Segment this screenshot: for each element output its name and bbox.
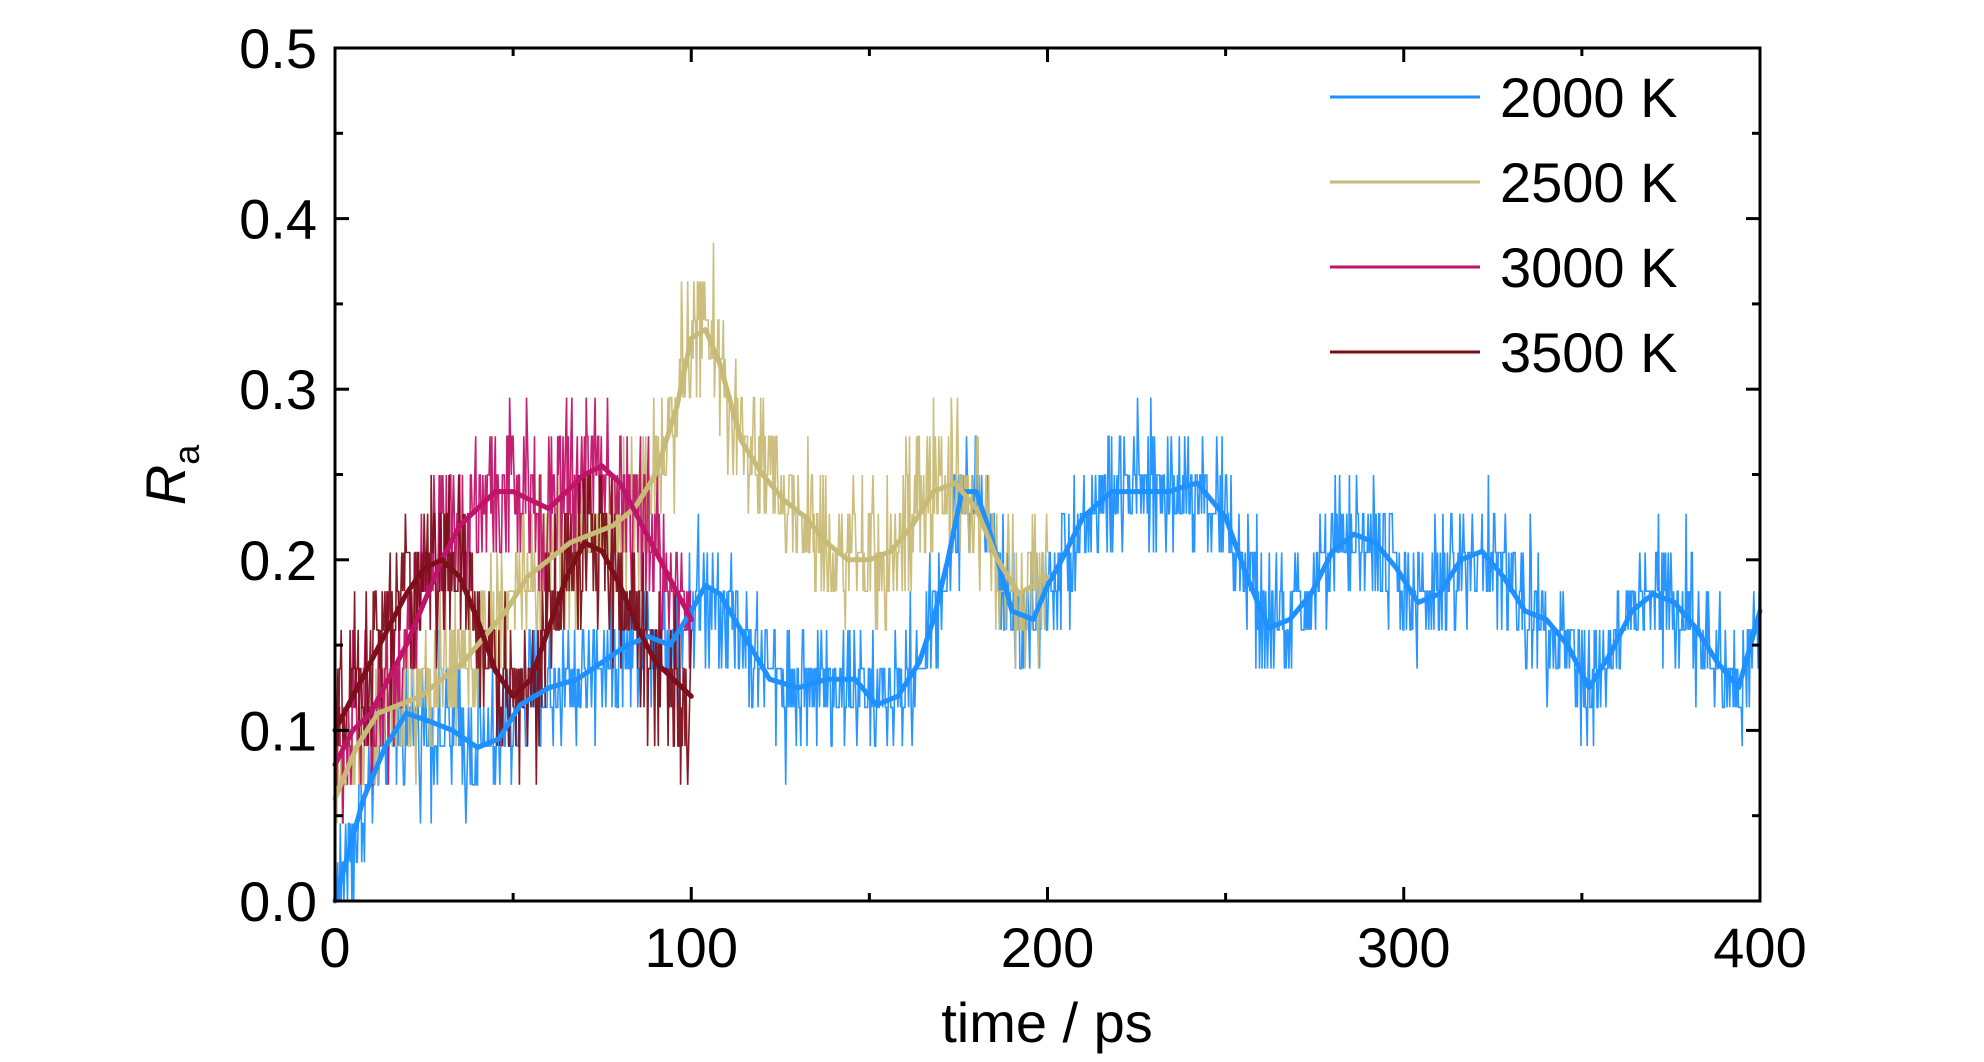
y-tick-label: 0.5 [239, 17, 317, 80]
legend-label-series-0: 2000 K [1500, 66, 1678, 129]
y-tick-label: 0.3 [239, 358, 317, 421]
x-tick-label: 0 [319, 916, 350, 979]
smooth-line-series-1 [332, 327, 1050, 802]
y-axis-title-subscript: a [166, 444, 207, 465]
legend: 2000 K 2500 K 3000 K 3500 K [1330, 66, 1678, 384]
x-tick-label: 100 [645, 916, 738, 979]
legend-label-series-3: 3500 K [1500, 321, 1678, 384]
y-tick-label: 0.0 [239, 870, 317, 933]
y-axis-title: Ra [134, 444, 207, 505]
x-axis-title: time / ps [941, 991, 1153, 1054]
smoothed-curve-layer [332, 327, 1763, 904]
smooth-line-series-2 [332, 463, 694, 767]
y-axis-title-main: R [134, 465, 197, 505]
smooth-line-series-0 [332, 480, 1763, 904]
y-tick-label: 0.4 [239, 188, 317, 251]
x-tick-label: 300 [1357, 916, 1450, 979]
y-axis: 0.0 0.1 0.2 0.3 0.4 0.5 [239, 17, 1760, 933]
x-tick-label: 400 [1713, 916, 1806, 979]
y-tick-label: 0.2 [239, 529, 317, 592]
x-tick-label: 200 [1001, 916, 1094, 979]
y-tick-label: 0.1 [239, 699, 317, 762]
legend-label-series-2: 3000 K [1500, 236, 1678, 299]
legend-label-series-1: 2500 K [1500, 151, 1678, 214]
raw-trace-series-1 [334, 242, 1049, 825]
x-axis: 0 100 200 300 400 [319, 48, 1807, 979]
smooth-line-series-3 [332, 540, 694, 733]
raw-trace-series-3 [334, 474, 693, 785]
